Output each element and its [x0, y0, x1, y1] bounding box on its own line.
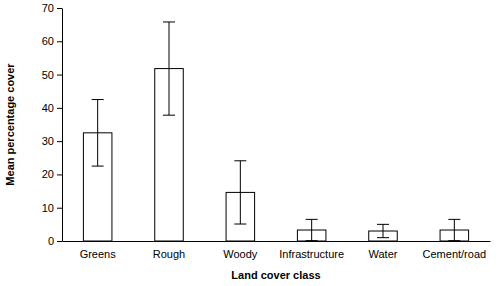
error-cap	[377, 224, 389, 225]
y-tick: 20	[42, 168, 62, 180]
error-bar	[92, 100, 104, 167]
x-tick: Cement/road	[423, 248, 487, 260]
x-tick-label: Greens	[80, 248, 117, 260]
error-cap	[163, 115, 175, 116]
error-cap	[306, 219, 318, 220]
error-stem	[383, 224, 384, 237]
x-tick: Water	[369, 248, 398, 260]
y-tick: 60	[42, 35, 62, 47]
error-cap	[377, 237, 389, 238]
y-tick-label: 40	[42, 102, 54, 114]
y-axis-title: Mean percentage cover	[4, 63, 16, 186]
error-cap	[306, 240, 318, 241]
y-tick: 50	[42, 69, 62, 81]
x-tick-label: Infrastructure	[279, 248, 344, 260]
x-tick: Woody	[223, 248, 258, 260]
error-cap	[163, 21, 175, 22]
y-tick: 0	[48, 235, 62, 247]
y-tick-mark	[57, 174, 62, 175]
x-axis: Greens Rough Woody Infrastructure Water Cemen…	[63, 242, 491, 260]
y-tick-label: 10	[42, 202, 54, 214]
y-tick-label: 30	[42, 135, 54, 147]
y-tick-label: 20	[42, 168, 54, 180]
x-tick: Greens	[80, 248, 117, 260]
y-tick-mark	[57, 241, 62, 242]
y-tick-label: 0	[48, 235, 54, 247]
x-tick-label: Woody	[223, 248, 258, 260]
x-axis-title: Land cover class	[231, 269, 320, 281]
y-tick: 40	[42, 102, 62, 114]
y-axis-line	[62, 9, 63, 242]
x-tick-label: Water	[369, 248, 398, 260]
error-stem	[454, 219, 455, 240]
error-stem	[311, 219, 312, 240]
error-bar	[306, 219, 318, 240]
y-tick-mark	[57, 75, 62, 76]
error-cap	[92, 99, 104, 100]
error-stem	[97, 100, 98, 167]
error-cap	[234, 224, 246, 225]
error-bar	[163, 22, 175, 115]
x-tick-label: Rough	[153, 248, 185, 260]
error-cap	[448, 240, 460, 241]
y-tick-label: 60	[42, 35, 54, 47]
x-tick-label: Cement/road	[423, 248, 487, 260]
error-cap	[448, 219, 460, 220]
y-tick-label: 50	[42, 69, 54, 81]
x-tick: Infrastructure	[279, 248, 344, 260]
y-tick-mark	[57, 208, 62, 209]
y-tick-mark	[57, 141, 62, 142]
chart: 0 10 20 30 40 50 60 70 Greens Rough Woody Infrastru…	[0, 0, 500, 286]
error-bar	[448, 219, 460, 240]
error-stem	[240, 161, 241, 224]
x-tick: Rough	[153, 248, 185, 260]
y-tick-mark	[57, 41, 62, 42]
x-axis-line	[63, 241, 491, 242]
y-axis: 0 10 20 30 40 50 60 70	[42, 2, 63, 247]
error-bar	[377, 224, 389, 237]
y-tick: 70	[42, 2, 62, 14]
error-bar	[234, 161, 246, 224]
y-tick: 10	[42, 202, 62, 214]
plot: 0 10 20 30 40 50 60 70 Greens Rough Woody Infrastru…	[42, 2, 491, 260]
error-cap	[234, 160, 246, 161]
y-tick-label: 70	[42, 2, 54, 14]
y-tick: 30	[42, 135, 62, 147]
y-tick-mark	[57, 108, 62, 109]
y-tick-mark	[57, 8, 62, 9]
error-cap	[92, 166, 104, 167]
error-stem	[169, 22, 170, 115]
marks	[83, 22, 468, 241]
